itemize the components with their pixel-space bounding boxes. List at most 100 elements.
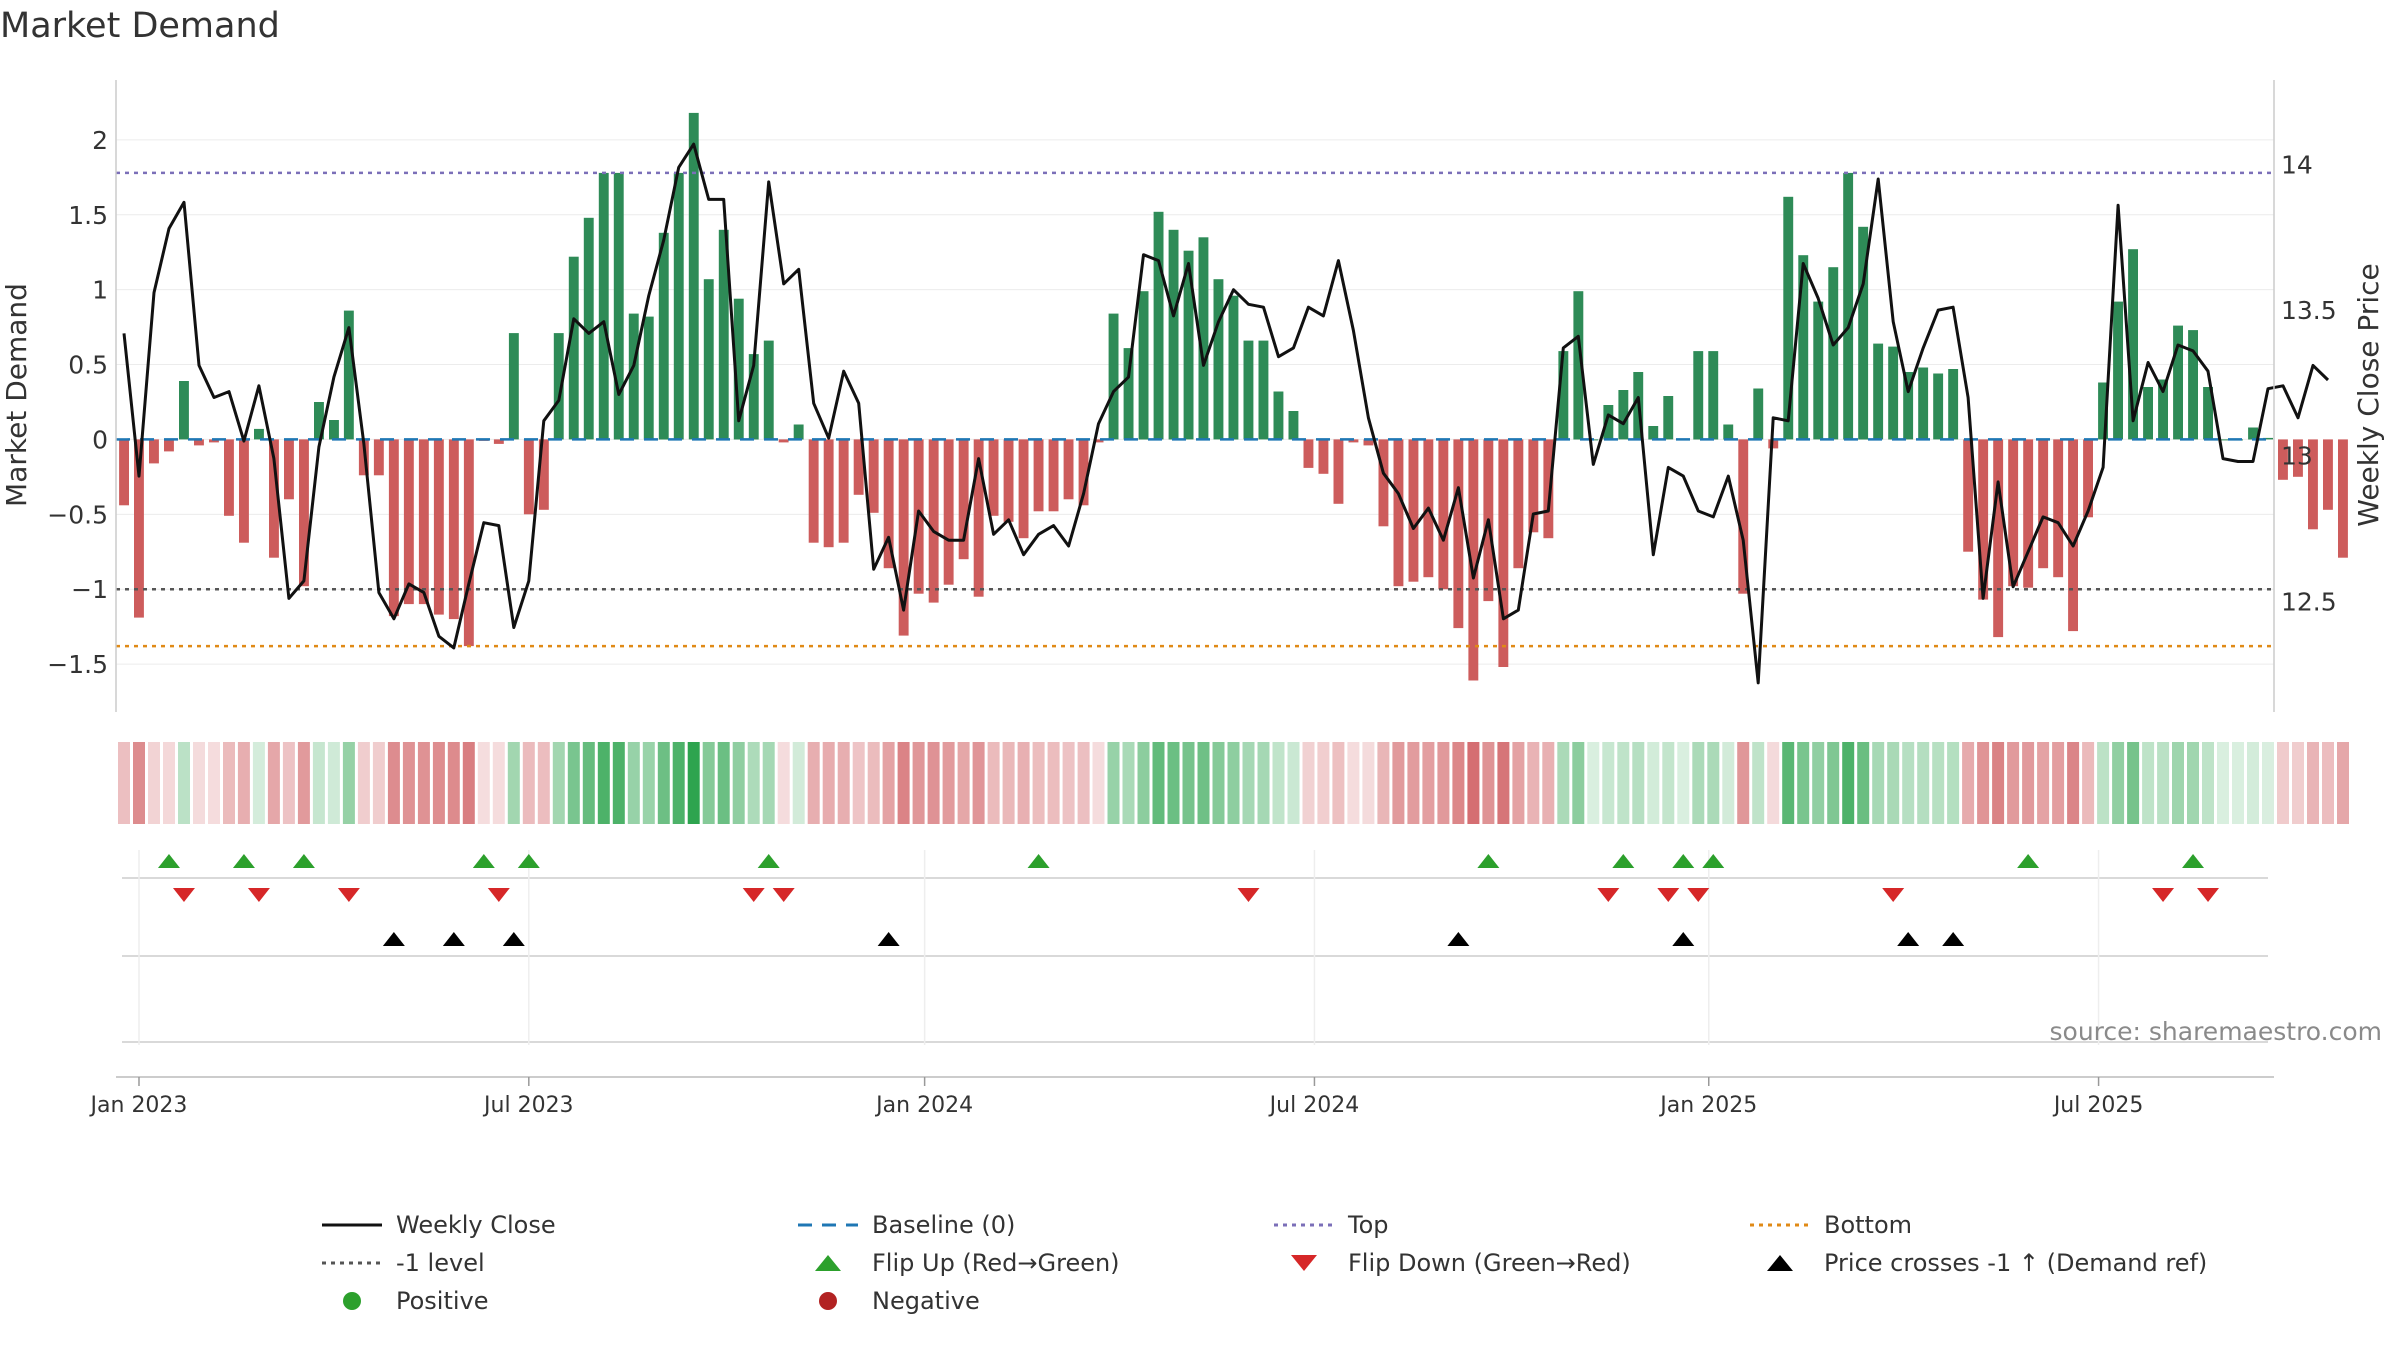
axes-layer: 2 1.5 1 0.5 0 −0.5 −1 −1.5 14 13.5 13 12.5	[47, 80, 2337, 712]
demand-bar	[1003, 439, 1014, 522]
heat-cell	[1482, 742, 1495, 824]
heat-cell	[237, 742, 250, 824]
heat-cell	[1707, 742, 1720, 824]
heat-cell	[1767, 742, 1780, 824]
flip-up-marker	[2182, 854, 2205, 868]
heat-cell	[1677, 742, 1690, 824]
flip-down-marker	[2197, 888, 2220, 902]
heat-cell	[2307, 742, 2319, 824]
demand-bar	[1138, 291, 1149, 440]
legend-bottom: Bottom	[1750, 1206, 1912, 1244]
heat-cell	[1287, 742, 1300, 824]
demand-bar	[928, 439, 939, 603]
heat-cell	[1902, 742, 1915, 824]
demand-bar	[763, 340, 774, 440]
heat-cell	[1182, 742, 1195, 824]
heat-cell	[1557, 742, 1570, 824]
demand-bar	[1573, 291, 1584, 440]
demand-bar	[613, 172, 624, 440]
demand-bar	[403, 439, 414, 605]
heat-cell	[702, 742, 715, 824]
heat-cell	[552, 742, 565, 824]
heat-cell	[1542, 742, 1555, 824]
heat-cell	[1692, 742, 1705, 824]
demand-bar	[733, 298, 744, 440]
demand-bar	[1273, 391, 1284, 440]
heat-cell	[1812, 742, 1825, 824]
heat-cell	[1122, 742, 1135, 824]
demand-bar	[1468, 439, 1479, 681]
y-tick-left-label: −1.5	[47, 650, 108, 679]
heat-cell	[2187, 742, 2199, 824]
y-tick-right-label: 14	[2281, 150, 2313, 179]
heat-cell	[2337, 742, 2349, 824]
weekly-close-line	[122, 142, 2330, 685]
heat-cell	[2112, 742, 2125, 824]
demand-bar	[1258, 340, 1269, 440]
demand-bar	[838, 439, 849, 543]
heat-cell	[148, 742, 160, 824]
heat-cell	[1962, 742, 1975, 824]
flip-up-marker	[157, 854, 180, 868]
demand-bar	[463, 439, 474, 647]
heat-cell	[792, 742, 805, 824]
legend-label: Positive	[396, 1287, 489, 1315]
demand-bar	[1198, 237, 1209, 440]
heat-cell	[387, 742, 400, 824]
demand-bar	[808, 439, 819, 543]
heat-cell	[208, 742, 220, 824]
heat-cell	[1512, 742, 1525, 824]
y-axis-left-label: Market Demand	[0, 283, 33, 507]
y-tick-left-label: 0	[92, 425, 108, 454]
heat-cell	[507, 742, 520, 824]
heat-cell	[2217, 742, 2229, 824]
heat-cell	[1392, 742, 1405, 824]
flip-up-marker	[1672, 854, 1695, 868]
flip-down-marker	[2152, 888, 2175, 902]
heat-cell	[1587, 742, 1600, 824]
legend-label: Flip Down (Green→Red)	[1348, 1249, 1631, 1277]
demand-bar	[1318, 439, 1329, 474]
heat-cell	[1857, 742, 1870, 824]
demand-bar	[1993, 439, 2004, 638]
market-demand-chart: 2 1.5 1 0.5 0 −0.5 −1 −1.5 14 13.5 13 12.5 Jan 2023…	[0, 80, 2385, 1118]
demand-bar	[1348, 439, 1359, 443]
legend: Weekly Close Baseline (0) Top Bottom -1 …	[0, 1195, 2400, 1335]
x-tick-label: Jul 2025	[2052, 1093, 2144, 1118]
demand-bar	[508, 333, 519, 440]
demand-bar	[1603, 405, 1614, 440]
heat-cell	[178, 742, 190, 824]
triangle-up-icon	[1767, 1255, 1793, 1271]
demand-bar	[1228, 295, 1239, 440]
flip-up-marker	[1027, 854, 1050, 868]
demand-bar	[523, 439, 534, 515]
heat-cell	[327, 742, 340, 824]
demand-bar	[314, 402, 324, 440]
heat-cell	[912, 742, 925, 824]
heat-cell	[627, 742, 640, 824]
heat-cell	[1782, 742, 1795, 824]
heat-cell	[1737, 742, 1750, 824]
y-tick-left-label: 1.5	[68, 201, 108, 230]
demand-bar	[1153, 211, 1164, 440]
x-tick-label: Jul 2024	[1268, 1093, 1360, 1118]
legend-label: -1 level	[396, 1249, 485, 1277]
demand-bar	[1963, 439, 1974, 552]
y-tick-right-label: 12.5	[2281, 587, 2337, 616]
heat-cell	[133, 742, 145, 824]
legend-minus-one: -1 level	[322, 1244, 485, 1282]
heat-cell	[1572, 742, 1585, 824]
demand-bar	[973, 439, 984, 597]
demand-bar	[1858, 226, 1869, 440]
legend-baseline: Baseline (0)	[798, 1206, 1015, 1244]
heat-cell	[1092, 742, 1105, 824]
heat-cell	[2157, 742, 2170, 824]
demand-bar	[1393, 439, 1404, 587]
flip-down-marker	[1597, 888, 1620, 902]
heat-cell	[193, 742, 205, 824]
demand-bar	[179, 381, 189, 440]
demand-bar	[2113, 301, 2123, 440]
heat-cell	[447, 742, 460, 824]
heat-cell	[1227, 742, 1240, 824]
flip-up-marker	[517, 854, 540, 868]
